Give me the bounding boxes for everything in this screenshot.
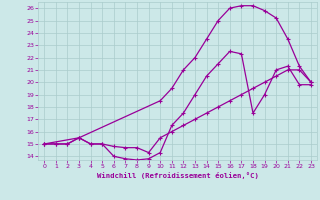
- X-axis label: Windchill (Refroidissement éolien,°C): Windchill (Refroidissement éolien,°C): [97, 172, 259, 179]
